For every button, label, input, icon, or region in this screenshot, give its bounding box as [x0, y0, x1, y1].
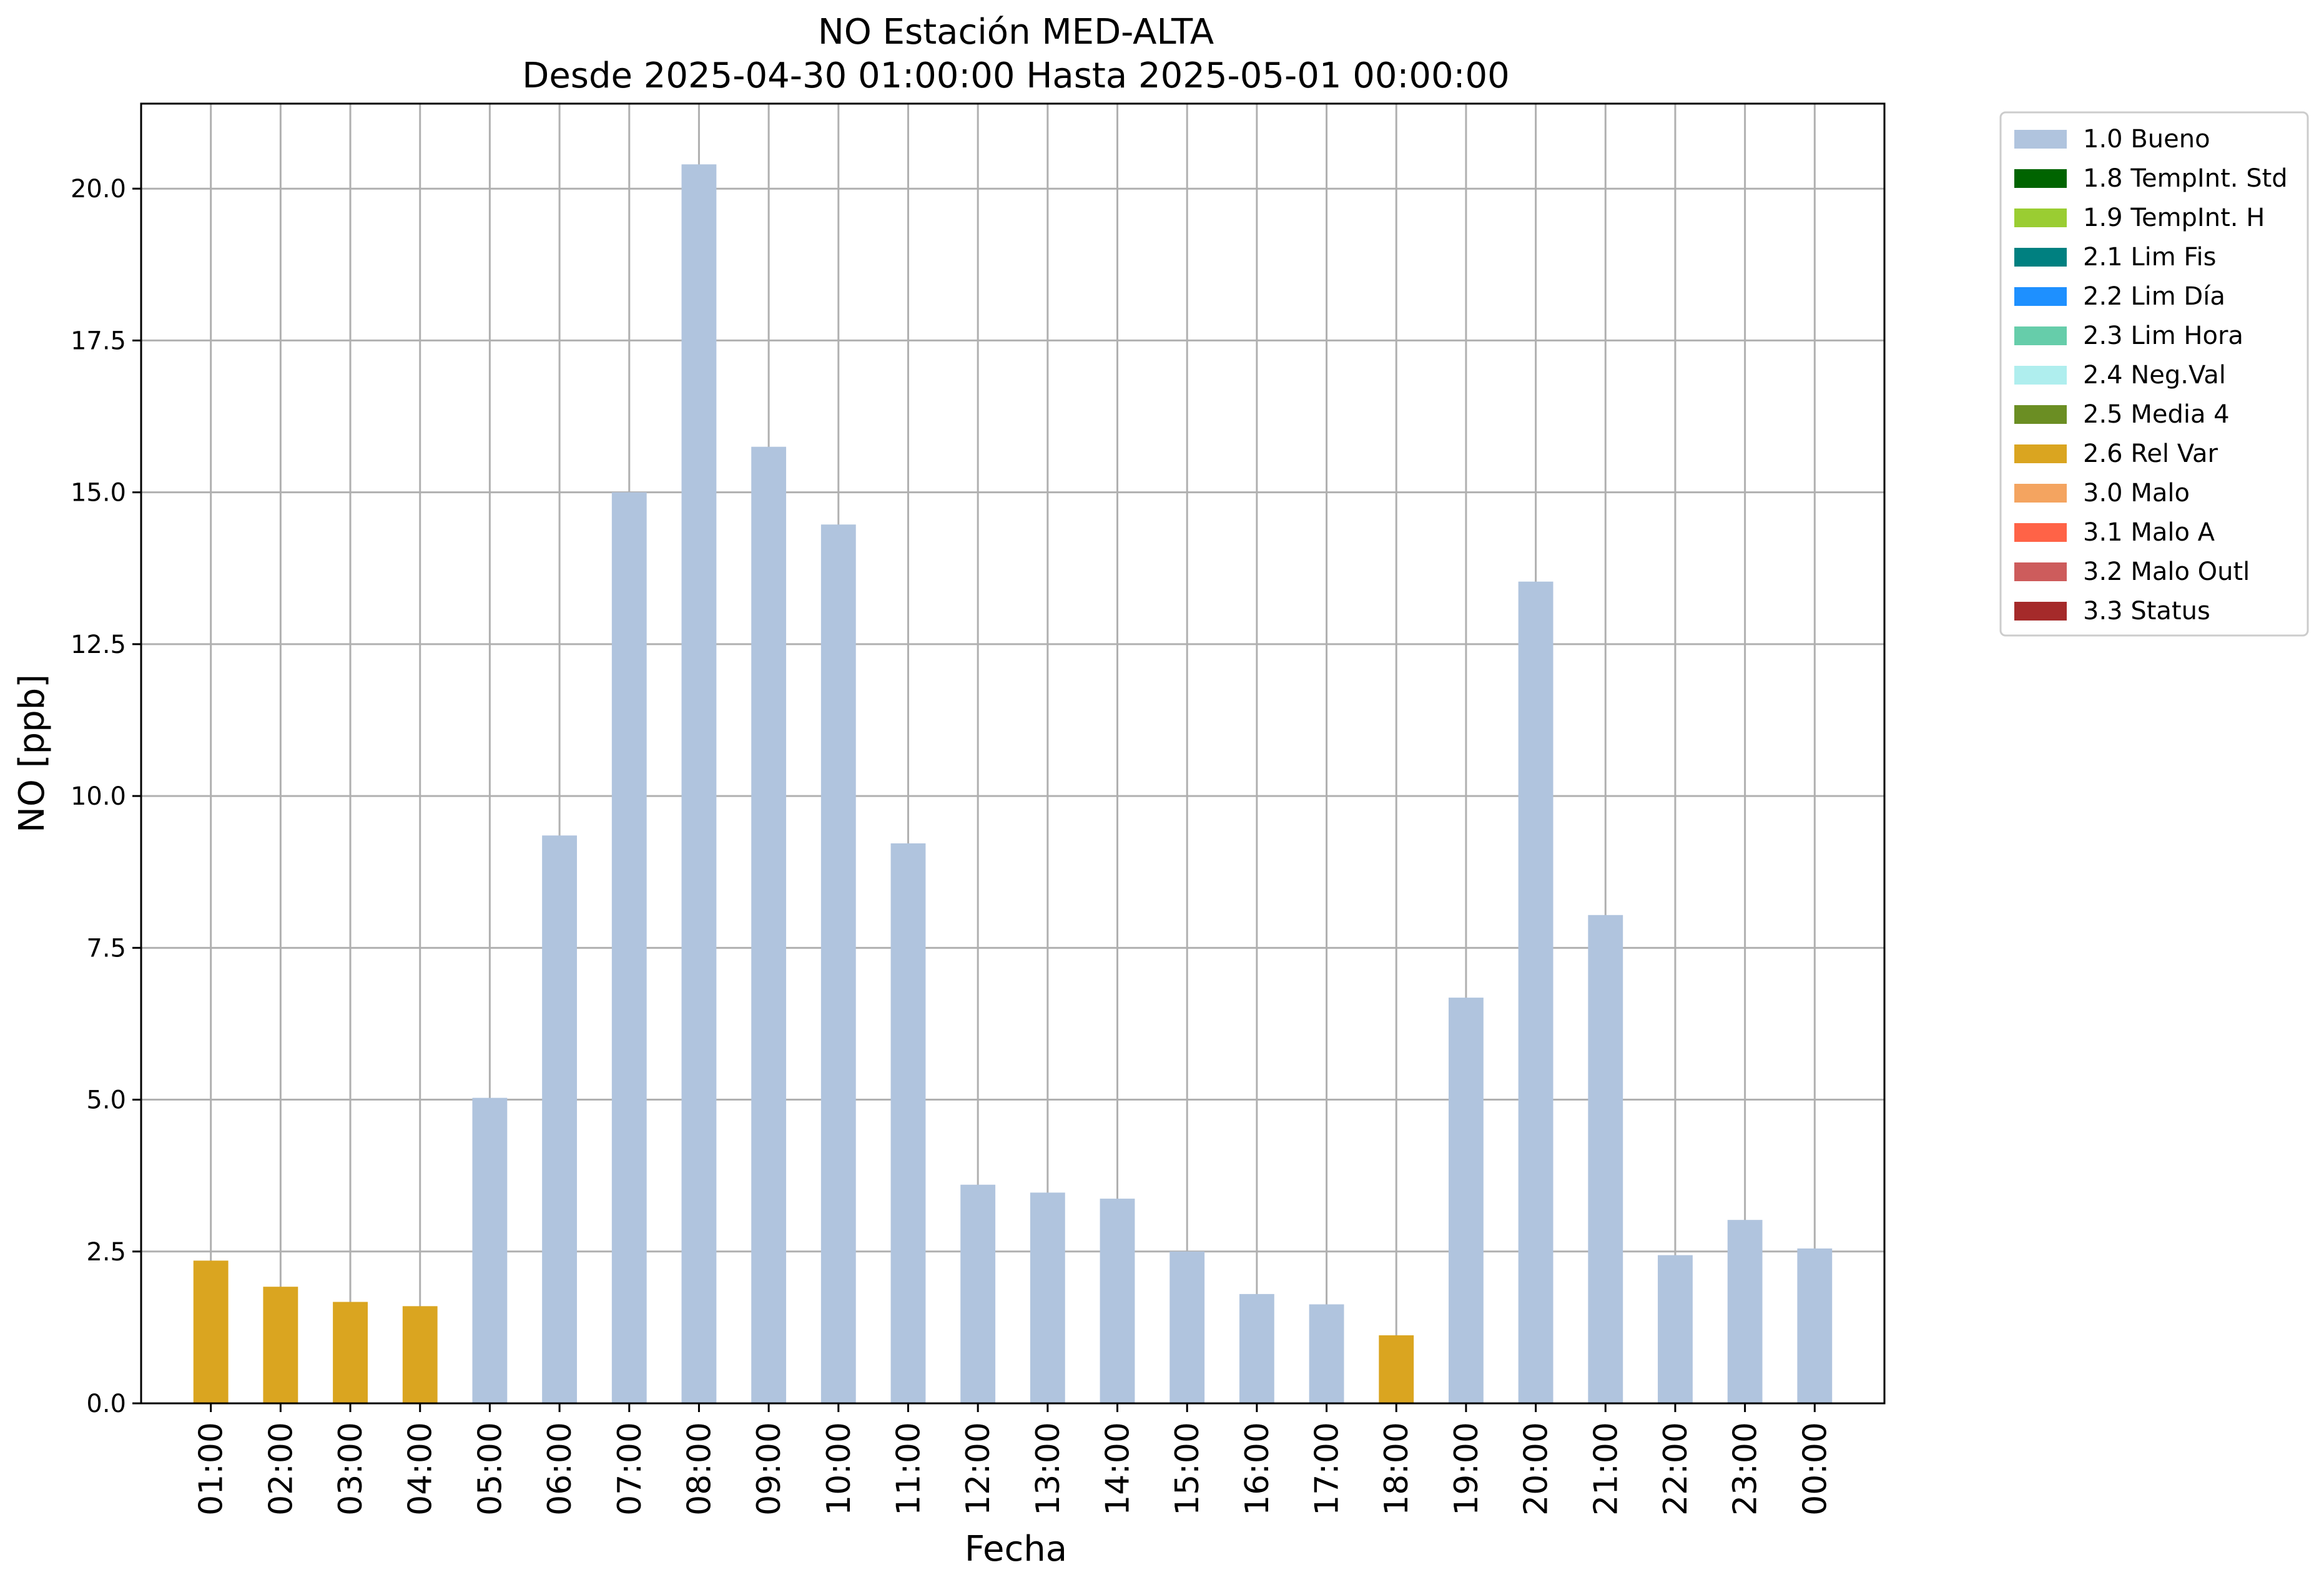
x-tick-label: 21:00 [1587, 1422, 1625, 1516]
x-axis-ticks: 01:00 02:00 03:00 04:00 05:00 06:00 07:00 08:00… [193, 1403, 1834, 1516]
x-tick-label: 15:00 [1169, 1422, 1206, 1516]
legend-frame [1999, 111, 2309, 637]
x-axis-label: Fecha [965, 1529, 1067, 1569]
y-tick-label: 17.5 [71, 326, 126, 355]
legend-label: 3.1 Malo A [2083, 518, 2215, 547]
bar-1500 [1169, 1251, 1205, 1403]
x-tick-label: 12:00 [960, 1422, 997, 1516]
bar-0000 [1797, 1248, 1833, 1403]
x-tick-label: 17:00 [1309, 1422, 1346, 1516]
bar-2300 [1727, 1220, 1763, 1403]
legend-label: 2.6 Rel Var [2083, 439, 2218, 468]
bar-2200 [1658, 1255, 1693, 1403]
legend-label: 1.9 TempInt. H [2083, 204, 2265, 232]
bar-2100 [1588, 915, 1623, 1403]
bars [193, 164, 1833, 1403]
y-tick-label: 15.0 [71, 479, 126, 508]
bar-0600 [542, 835, 577, 1403]
y-tick-label: 12.5 [71, 631, 126, 659]
x-tick-label: 01:00 [193, 1422, 230, 1516]
legend-label: 3.2 Malo Outl [2083, 557, 2250, 586]
x-tick-label: 16:00 [1239, 1422, 1276, 1516]
x-tick-label: 00:00 [1796, 1422, 1834, 1516]
legend-swatch [2014, 484, 2067, 503]
legend-label: 1.8 TempInt. Std [2083, 164, 2288, 193]
chart-subtitle: Desde 2025-04-30 01:00:00 Hasta 2025-05-… [522, 56, 1510, 96]
x-tick-label: 08:00 [681, 1422, 718, 1516]
x-tick-label: 11:00 [890, 1422, 927, 1516]
y-tick-label: 7.5 [86, 934, 126, 963]
x-tick-label: 18:00 [1378, 1422, 1416, 1516]
bar-1800 [1379, 1335, 1414, 1403]
legend-label: 2.5 Media 4 [2083, 400, 2230, 429]
y-tick-label: 0.0 [86, 1390, 126, 1418]
x-tick-label: 05:00 [471, 1422, 509, 1516]
bar-1900 [1449, 998, 1484, 1403]
legend-swatch [2014, 209, 2067, 227]
x-tick-label: 13:00 [1030, 1422, 1067, 1516]
x-tick-label: 02:00 [262, 1422, 300, 1516]
legend-label: 3.0 Malo [2083, 479, 2190, 508]
x-tick-label: 09:00 [751, 1422, 788, 1516]
legend-label: 1.0 Bueno [2083, 125, 2210, 154]
y-axis-ticks: 0.0 2.5 5.0 7.5 10.0 12.5 15.0 17.5 20.0 [71, 175, 141, 1418]
bar-1700 [1309, 1304, 1344, 1403]
legend-swatch [2014, 366, 2067, 385]
bar-0300 [333, 1302, 368, 1403]
bar-1400 [1100, 1199, 1135, 1403]
bar-1200 [960, 1184, 996, 1403]
legend-swatch [2014, 326, 2067, 345]
x-tick-label: 03:00 [332, 1422, 370, 1516]
bar-0100 [193, 1260, 229, 1403]
legend-swatch [2014, 523, 2067, 542]
y-tick-label: 20.0 [71, 175, 126, 204]
plot-frame [140, 102, 1886, 1405]
x-tick-label: 04:00 [402, 1422, 440, 1516]
bar-0700 [611, 492, 647, 1403]
x-tick-label: 14:00 [1100, 1422, 1137, 1516]
legend-label: 2.4 Neg.Val [2083, 361, 2226, 390]
legend-label: 2.3 Lim Hora [2083, 321, 2243, 350]
y-tick-label: 10.0 [71, 782, 126, 811]
x-tick-label: 10:00 [820, 1422, 858, 1516]
chart-title: NO Estación MED-ALTA [818, 12, 1214, 52]
y-tick-label: 5.0 [86, 1086, 126, 1115]
bar-0500 [472, 1097, 508, 1403]
bar-0200 [263, 1287, 298, 1403]
x-tick-label: 22:00 [1657, 1422, 1695, 1516]
bar-0800 [681, 164, 717, 1403]
y-tick-label: 2.5 [86, 1238, 126, 1267]
bar-1300 [1030, 1192, 1065, 1403]
bar-1600 [1239, 1293, 1274, 1403]
x-tick-label: 23:00 [1727, 1422, 1765, 1516]
legend-label: 2.2 Lim Día [2083, 282, 2225, 311]
legend-label: 2.1 Lim Fis [2083, 243, 2216, 272]
legend: 1.0 Bueno 1.8 TempInt. Std 1.9 TempInt. H 2… [1999, 111, 2309, 637]
legend-swatch [2014, 130, 2067, 149]
legend-swatch [2014, 444, 2067, 463]
legend-swatch [2014, 562, 2067, 581]
legend-swatch [2014, 169, 2067, 188]
bar-1000 [820, 524, 856, 1403]
x-tick-label: 06:00 [541, 1422, 579, 1516]
bar-0900 [751, 446, 787, 1403]
bar-2000 [1518, 581, 1553, 1403]
y-axis-label: NO [ppb] [12, 674, 52, 833]
bar-1100 [890, 843, 926, 1403]
x-tick-label: 19:00 [1448, 1422, 1485, 1516]
legend-swatch [2014, 602, 2067, 621]
legend-label: 3.3 Status [2083, 597, 2210, 626]
legend-swatch [2014, 248, 2067, 267]
bar-0400 [402, 1306, 438, 1403]
x-tick-label: 07:00 [611, 1422, 649, 1516]
x-tick-label: 20:00 [1518, 1422, 1555, 1516]
legend-swatch [2014, 287, 2067, 306]
legend-swatch [2014, 405, 2067, 424]
